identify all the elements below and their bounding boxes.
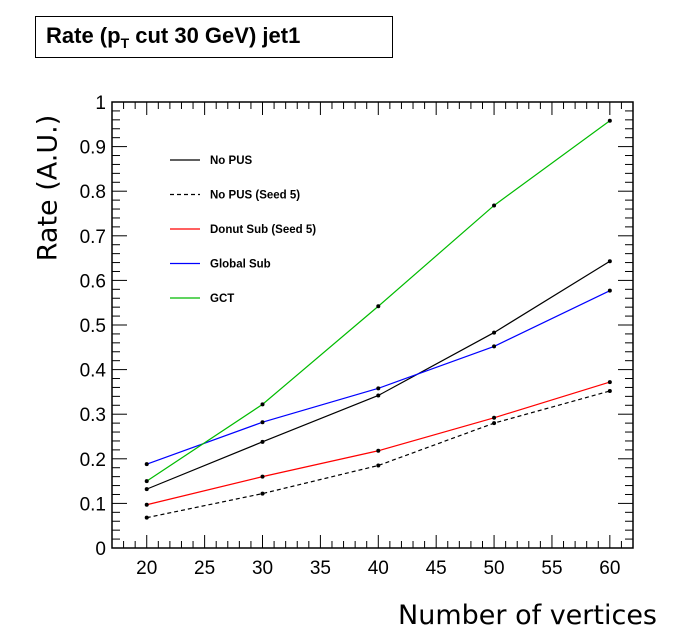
y-tick-label: 0.4 xyxy=(80,361,107,382)
y-axis-label: Rate (A.U.) xyxy=(32,114,64,262)
plot-frame xyxy=(111,101,634,549)
data-point xyxy=(144,502,149,507)
series-layer xyxy=(144,118,612,520)
x-tick-label: 45 xyxy=(426,558,447,579)
legend-item: Donut Sub (Seed 5) xyxy=(170,224,316,236)
data-point xyxy=(376,463,381,468)
data-point xyxy=(376,393,381,398)
chart-title: Rate (pT cut 30 GeV) jet1 xyxy=(46,23,301,51)
data-point xyxy=(607,118,612,123)
y-tick-label: 0.7 xyxy=(80,227,106,248)
data-point xyxy=(260,402,265,407)
axis-ticks xyxy=(111,101,634,549)
chart-title-box: Rate (pT cut 30 GeV) jet1 xyxy=(35,16,393,58)
data-point xyxy=(492,344,497,349)
series-0 xyxy=(144,259,612,492)
series-line xyxy=(146,390,611,519)
data-point xyxy=(492,421,497,426)
x-axis-label: Number of vertices xyxy=(398,600,657,631)
series-2 xyxy=(144,380,612,507)
data-point xyxy=(607,380,612,385)
data-point xyxy=(492,330,497,335)
data-point xyxy=(260,491,265,496)
y-tick-label: 0.8 xyxy=(80,182,106,203)
x-tick-label: 50 xyxy=(483,558,504,579)
data-point xyxy=(607,259,612,264)
y-tick-label: 0.3 xyxy=(80,405,106,426)
data-point xyxy=(607,288,612,293)
series-line xyxy=(146,381,611,506)
x-tick-label: 55 xyxy=(541,558,562,579)
x-tick-label: 20 xyxy=(136,558,157,579)
data-point xyxy=(260,420,265,425)
series-4 xyxy=(144,118,612,484)
series-1 xyxy=(144,389,612,520)
legend-label: Global Sub xyxy=(210,259,271,271)
data-point xyxy=(492,203,497,208)
x-tick-label: 35 xyxy=(310,558,331,579)
data-point xyxy=(144,462,149,467)
series-3 xyxy=(144,288,612,467)
data-point xyxy=(260,439,265,444)
legend-label: Donut Sub (Seed 5) xyxy=(210,224,316,236)
y-tick-label: 0.2 xyxy=(80,450,106,471)
data-point xyxy=(607,389,612,394)
data-point xyxy=(376,304,381,309)
legend-item: Global Sub xyxy=(170,259,271,271)
x-tick-label: 40 xyxy=(368,558,389,579)
y-tick-label: 0.9 xyxy=(80,138,106,159)
legend-item: GCT xyxy=(170,293,234,305)
x-tick-label: 30 xyxy=(252,558,273,579)
legend-label: No PUS (Seed 5) xyxy=(210,190,300,202)
legend-label: No PUS xyxy=(210,155,253,167)
data-point xyxy=(376,448,381,453)
y-tick-label: 0.5 xyxy=(80,316,106,337)
data-point xyxy=(144,487,149,492)
legend-item: No PUS (Seed 5) xyxy=(170,190,300,202)
data-point xyxy=(144,479,149,484)
y-tick-label: 0.6 xyxy=(80,271,106,292)
y-tick-label: 1 xyxy=(95,93,106,114)
x-tick-label: 60 xyxy=(599,558,620,579)
y-tick-label: 0.1 xyxy=(80,494,106,515)
data-point xyxy=(376,386,381,391)
series-line xyxy=(146,290,611,465)
legend: No PUS No PUS (Seed 5) Donut Sub (Seed 5) G… xyxy=(170,155,316,305)
data-point xyxy=(492,415,497,420)
legend-item: No PUS xyxy=(170,155,253,167)
data-point xyxy=(260,474,265,479)
tick-labels: 20 25 30 35 40 45 50 55 60 0 0.1 0.2 0.3 0.4 0.5 0.6 0.7… xyxy=(80,93,621,579)
legend-label: GCT xyxy=(210,293,234,305)
y-tick-label: 0 xyxy=(95,539,106,560)
x-tick-label: 25 xyxy=(194,558,215,579)
data-point xyxy=(144,515,149,520)
